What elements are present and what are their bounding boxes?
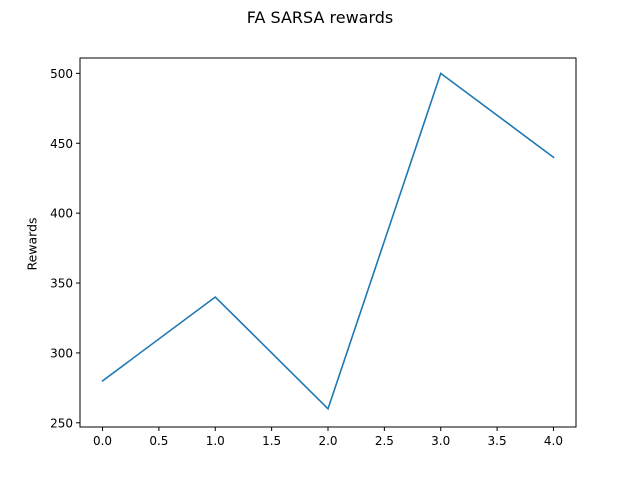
x-tick-label: 0.0: [93, 434, 112, 448]
y-tick-label: 500: [50, 67, 73, 81]
x-tick-label: 1.5: [262, 434, 281, 448]
x-tick-label: 2.5: [375, 434, 394, 448]
y-tick-label: 350: [50, 277, 73, 291]
plot-frame: [79, 57, 577, 428]
y-tick-label: 300: [50, 346, 73, 360]
series-line: [101, 72, 555, 411]
x-tick-label: 1.0: [206, 434, 225, 448]
x-tick-label: 0.5: [149, 434, 168, 448]
x-tick-label: 4.0: [544, 434, 563, 448]
x-tick-label: 3.5: [488, 434, 507, 448]
y-tick-label: 250: [50, 416, 73, 430]
x-tick-label: 3.0: [431, 434, 450, 448]
chart-title: FA SARSA rewards: [246, 8, 394, 27]
series-layer: [101, 72, 555, 411]
x-tick-label: 2.0: [318, 434, 337, 448]
y-tick-label: 450: [50, 137, 73, 151]
y-tick-label: 400: [50, 207, 73, 221]
ticks-layer: 0.0 0.5 1.0 1.5 2.0 2.5 3.0 3.5 4.0 250 300 350 400 4…: [50, 67, 563, 448]
